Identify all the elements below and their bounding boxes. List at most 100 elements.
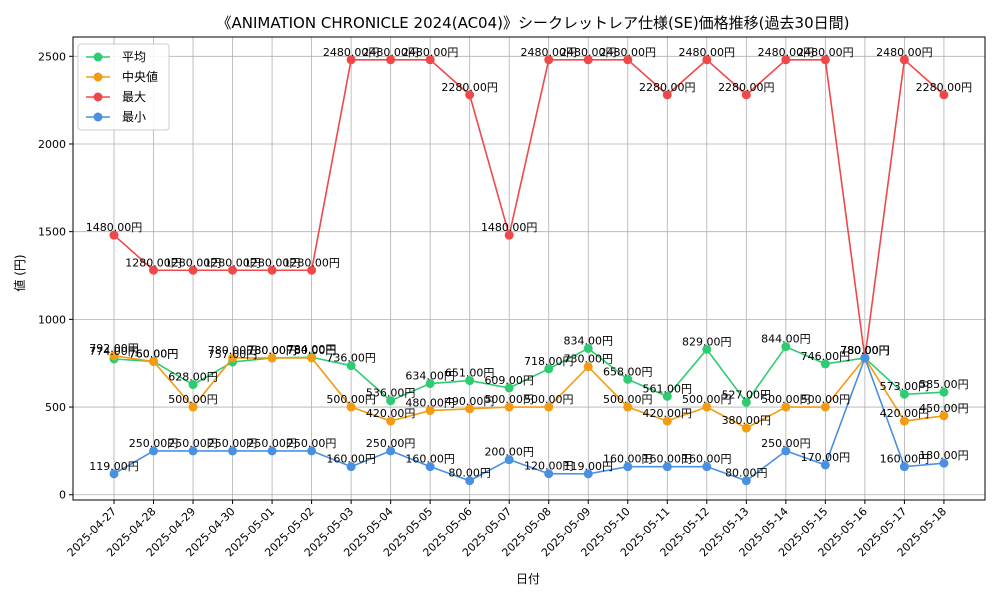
data-point — [583, 55, 593, 65]
data-point — [149, 356, 159, 366]
data-point — [188, 402, 198, 412]
data-label: 500.00円 — [761, 393, 811, 406]
data-label: 784.00円 — [287, 343, 337, 356]
data-label: 250.00円 — [287, 437, 337, 450]
data-point — [386, 396, 396, 406]
data-label: 834.00円 — [563, 334, 613, 347]
data-label: 628.00円 — [168, 371, 218, 384]
data-point — [267, 353, 277, 363]
data-point — [307, 353, 317, 363]
data-label: 2480.00円 — [600, 46, 657, 59]
data-label: 119.00円 — [563, 460, 613, 473]
data-point — [504, 230, 514, 240]
data-label: 250.00円 — [208, 437, 258, 450]
data-label: 80.00円 — [725, 467, 768, 480]
data-point — [544, 402, 554, 412]
data-label: 2480.00円 — [560, 46, 617, 59]
chart-title: 《ANIMATION CHRONICLE 2024(AC04)》シークレットレア… — [217, 14, 850, 32]
data-point — [109, 230, 119, 240]
data-point — [544, 55, 554, 65]
y-tick-label: 1500 — [38, 226, 66, 239]
data-label: 561.00円 — [643, 382, 693, 395]
data-point — [781, 446, 791, 456]
data-point — [346, 402, 356, 412]
legend-marker — [93, 52, 103, 62]
x-axis-label: 日付 — [516, 572, 540, 586]
data-label: 2280.00円 — [916, 81, 973, 94]
data-label: 536.00円 — [366, 387, 416, 400]
data-point — [386, 446, 396, 456]
legend-label: 最大 — [122, 90, 146, 104]
data-point — [820, 55, 830, 65]
data-label: 780.00円 — [247, 344, 297, 357]
data-label: 1280.00円 — [125, 256, 182, 269]
data-label: 80.00円 — [448, 467, 491, 480]
data-point — [346, 361, 356, 371]
data-point — [583, 343, 593, 353]
data-point — [781, 55, 791, 65]
data-point — [188, 380, 198, 390]
data-point — [465, 476, 475, 486]
data-label: 2480.00円 — [323, 46, 380, 59]
data-label: 1480.00円 — [86, 221, 143, 234]
data-label: 844.00円 — [761, 333, 811, 346]
data-label: 160.00円 — [326, 453, 376, 466]
data-label: 780.00円 — [840, 344, 890, 357]
data-label: 420.00円 — [366, 407, 416, 420]
data-point — [820, 402, 830, 412]
data-point — [899, 389, 909, 399]
legend-label: 中央値 — [122, 69, 158, 84]
data-point — [307, 265, 317, 275]
series-layer — [109, 55, 949, 486]
data-label: 651.00円 — [445, 367, 495, 380]
data-point — [899, 462, 909, 472]
data-label: 780.00円 — [247, 344, 297, 357]
data-label: 160.00円 — [643, 453, 693, 466]
data-label: 250.00円 — [168, 437, 218, 450]
data-label: 500.00円 — [603, 393, 653, 406]
data-point — [346, 55, 356, 65]
y-axis-label: 値 (円) — [12, 254, 27, 291]
data-point — [465, 90, 475, 100]
data-label: 170.00円 — [801, 451, 851, 464]
data-point — [425, 55, 435, 65]
data-point — [267, 265, 277, 275]
data-label: 757.00円 — [208, 348, 258, 361]
data-point — [228, 353, 238, 363]
data-point — [149, 265, 159, 275]
data-label: 760.00円 — [129, 347, 179, 360]
data-point — [307, 446, 317, 456]
data-label: 500.00円 — [326, 393, 376, 406]
data-label: 760.00円 — [129, 347, 179, 360]
series-line — [113, 58, 945, 359]
legend-marker — [93, 112, 103, 122]
series-line — [113, 355, 945, 430]
data-point — [741, 476, 751, 486]
data-point — [504, 455, 514, 465]
data-label: 780.00円 — [840, 344, 890, 357]
y-tick-label: 2000 — [38, 138, 66, 151]
data-label: 250.00円 — [247, 437, 297, 450]
data-label: 380.00円 — [722, 414, 772, 427]
data-label: 730.00円 — [563, 353, 613, 366]
data-label: 718.00円 — [524, 355, 574, 368]
data-point — [188, 446, 198, 456]
data-label: 780.00円 — [208, 344, 258, 357]
data-label: 2480.00円 — [362, 46, 419, 59]
legend-marker — [93, 92, 103, 102]
data-point — [939, 458, 949, 468]
data-point — [702, 344, 712, 354]
data-point — [544, 364, 554, 374]
data-label: 780.00円 — [287, 344, 337, 357]
data-label: 160.00円 — [603, 453, 653, 466]
data-label: 2480.00円 — [402, 46, 459, 59]
data-point — [623, 55, 633, 65]
data-point — [425, 406, 435, 416]
data-label: 119.00円 — [89, 460, 139, 473]
data-label: 500.00円 — [484, 393, 534, 406]
data-point — [939, 411, 949, 421]
data-label: 2480.00円 — [758, 46, 815, 59]
data-point — [741, 397, 751, 407]
data-point — [939, 90, 949, 100]
data-point — [386, 55, 396, 65]
